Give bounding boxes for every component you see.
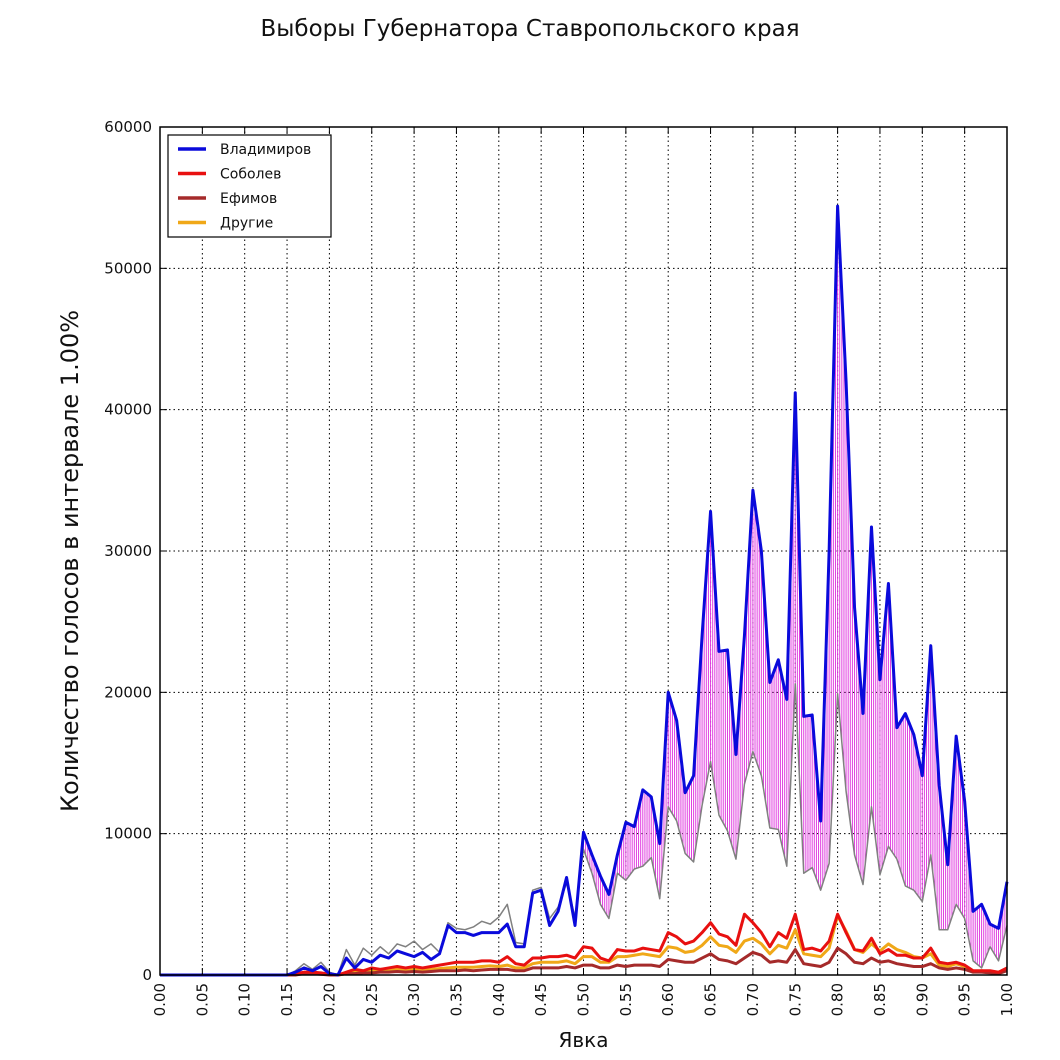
- y-tick-label: 30000: [104, 542, 152, 560]
- x-tick-label: 0.20: [320, 983, 338, 1016]
- x-tick-label: 0.75: [786, 983, 804, 1016]
- reference-line: [160, 683, 1008, 976]
- difference-hatching: [563, 206, 1006, 968]
- legend-box: [167, 134, 332, 238]
- x-tick-label: 0.70: [744, 983, 762, 1016]
- y-tick-label: 40000: [104, 401, 152, 419]
- x-tick-label: 0.15: [278, 983, 296, 1016]
- legend-label: Ефимов: [220, 191, 277, 207]
- series-line: [160, 912, 1008, 977]
- series-lines: [160, 204, 1009, 977]
- legend-label: Другие: [220, 216, 273, 232]
- x-tick-label: 0.65: [702, 983, 720, 1016]
- legend: Владимиров Соболев Ефимов Другие: [167, 134, 332, 238]
- x-tick-label: 0.10: [236, 983, 254, 1016]
- legend-label: Владимиров: [220, 142, 311, 158]
- x-tick-label: 0.40: [490, 983, 508, 1016]
- x-tick-label: 0.25: [363, 983, 381, 1016]
- x-tick-label: 0.05: [193, 983, 211, 1016]
- x-tick-label: 0.55: [617, 983, 635, 1016]
- y-tick-label: 50000: [104, 259, 152, 277]
- x-tick-label: 0.30: [405, 983, 423, 1016]
- x-tick-label: 0.35: [447, 983, 465, 1016]
- y-tick-label: 20000: [104, 683, 152, 701]
- x-tick-label: 0.90: [913, 983, 931, 1016]
- series-line: [160, 204, 1009, 977]
- y-tick-label: 10000: [104, 825, 152, 843]
- y-tick-label: 0: [142, 966, 152, 984]
- x-axis-label: Явка: [558, 1028, 608, 1052]
- chart-title: Выборы Губернатора Ставропольского края: [260, 16, 800, 42]
- y-tick-label: 60000: [104, 118, 152, 136]
- x-tick-label: 0.80: [829, 983, 847, 1016]
- axis-ticks: 0.00 0.05 0.10 0.15 0.20 0.25 0.30 0.35 0.40 0.45…: [104, 118, 1016, 1016]
- x-tick-label: 0.50: [575, 983, 593, 1016]
- legend-label: Соболев: [220, 167, 281, 183]
- x-tick-label: 1.00: [998, 983, 1016, 1016]
- x-tick-label: 0.95: [956, 983, 974, 1016]
- x-tick-label: 0.85: [871, 983, 889, 1016]
- x-tick-label: 0.60: [659, 983, 677, 1016]
- y-axis-label: Количество голосов в интервале 1.00%: [56, 310, 84, 812]
- x-tick-label: 0.00: [151, 983, 169, 1016]
- x-tick-label: 0.45: [532, 983, 550, 1016]
